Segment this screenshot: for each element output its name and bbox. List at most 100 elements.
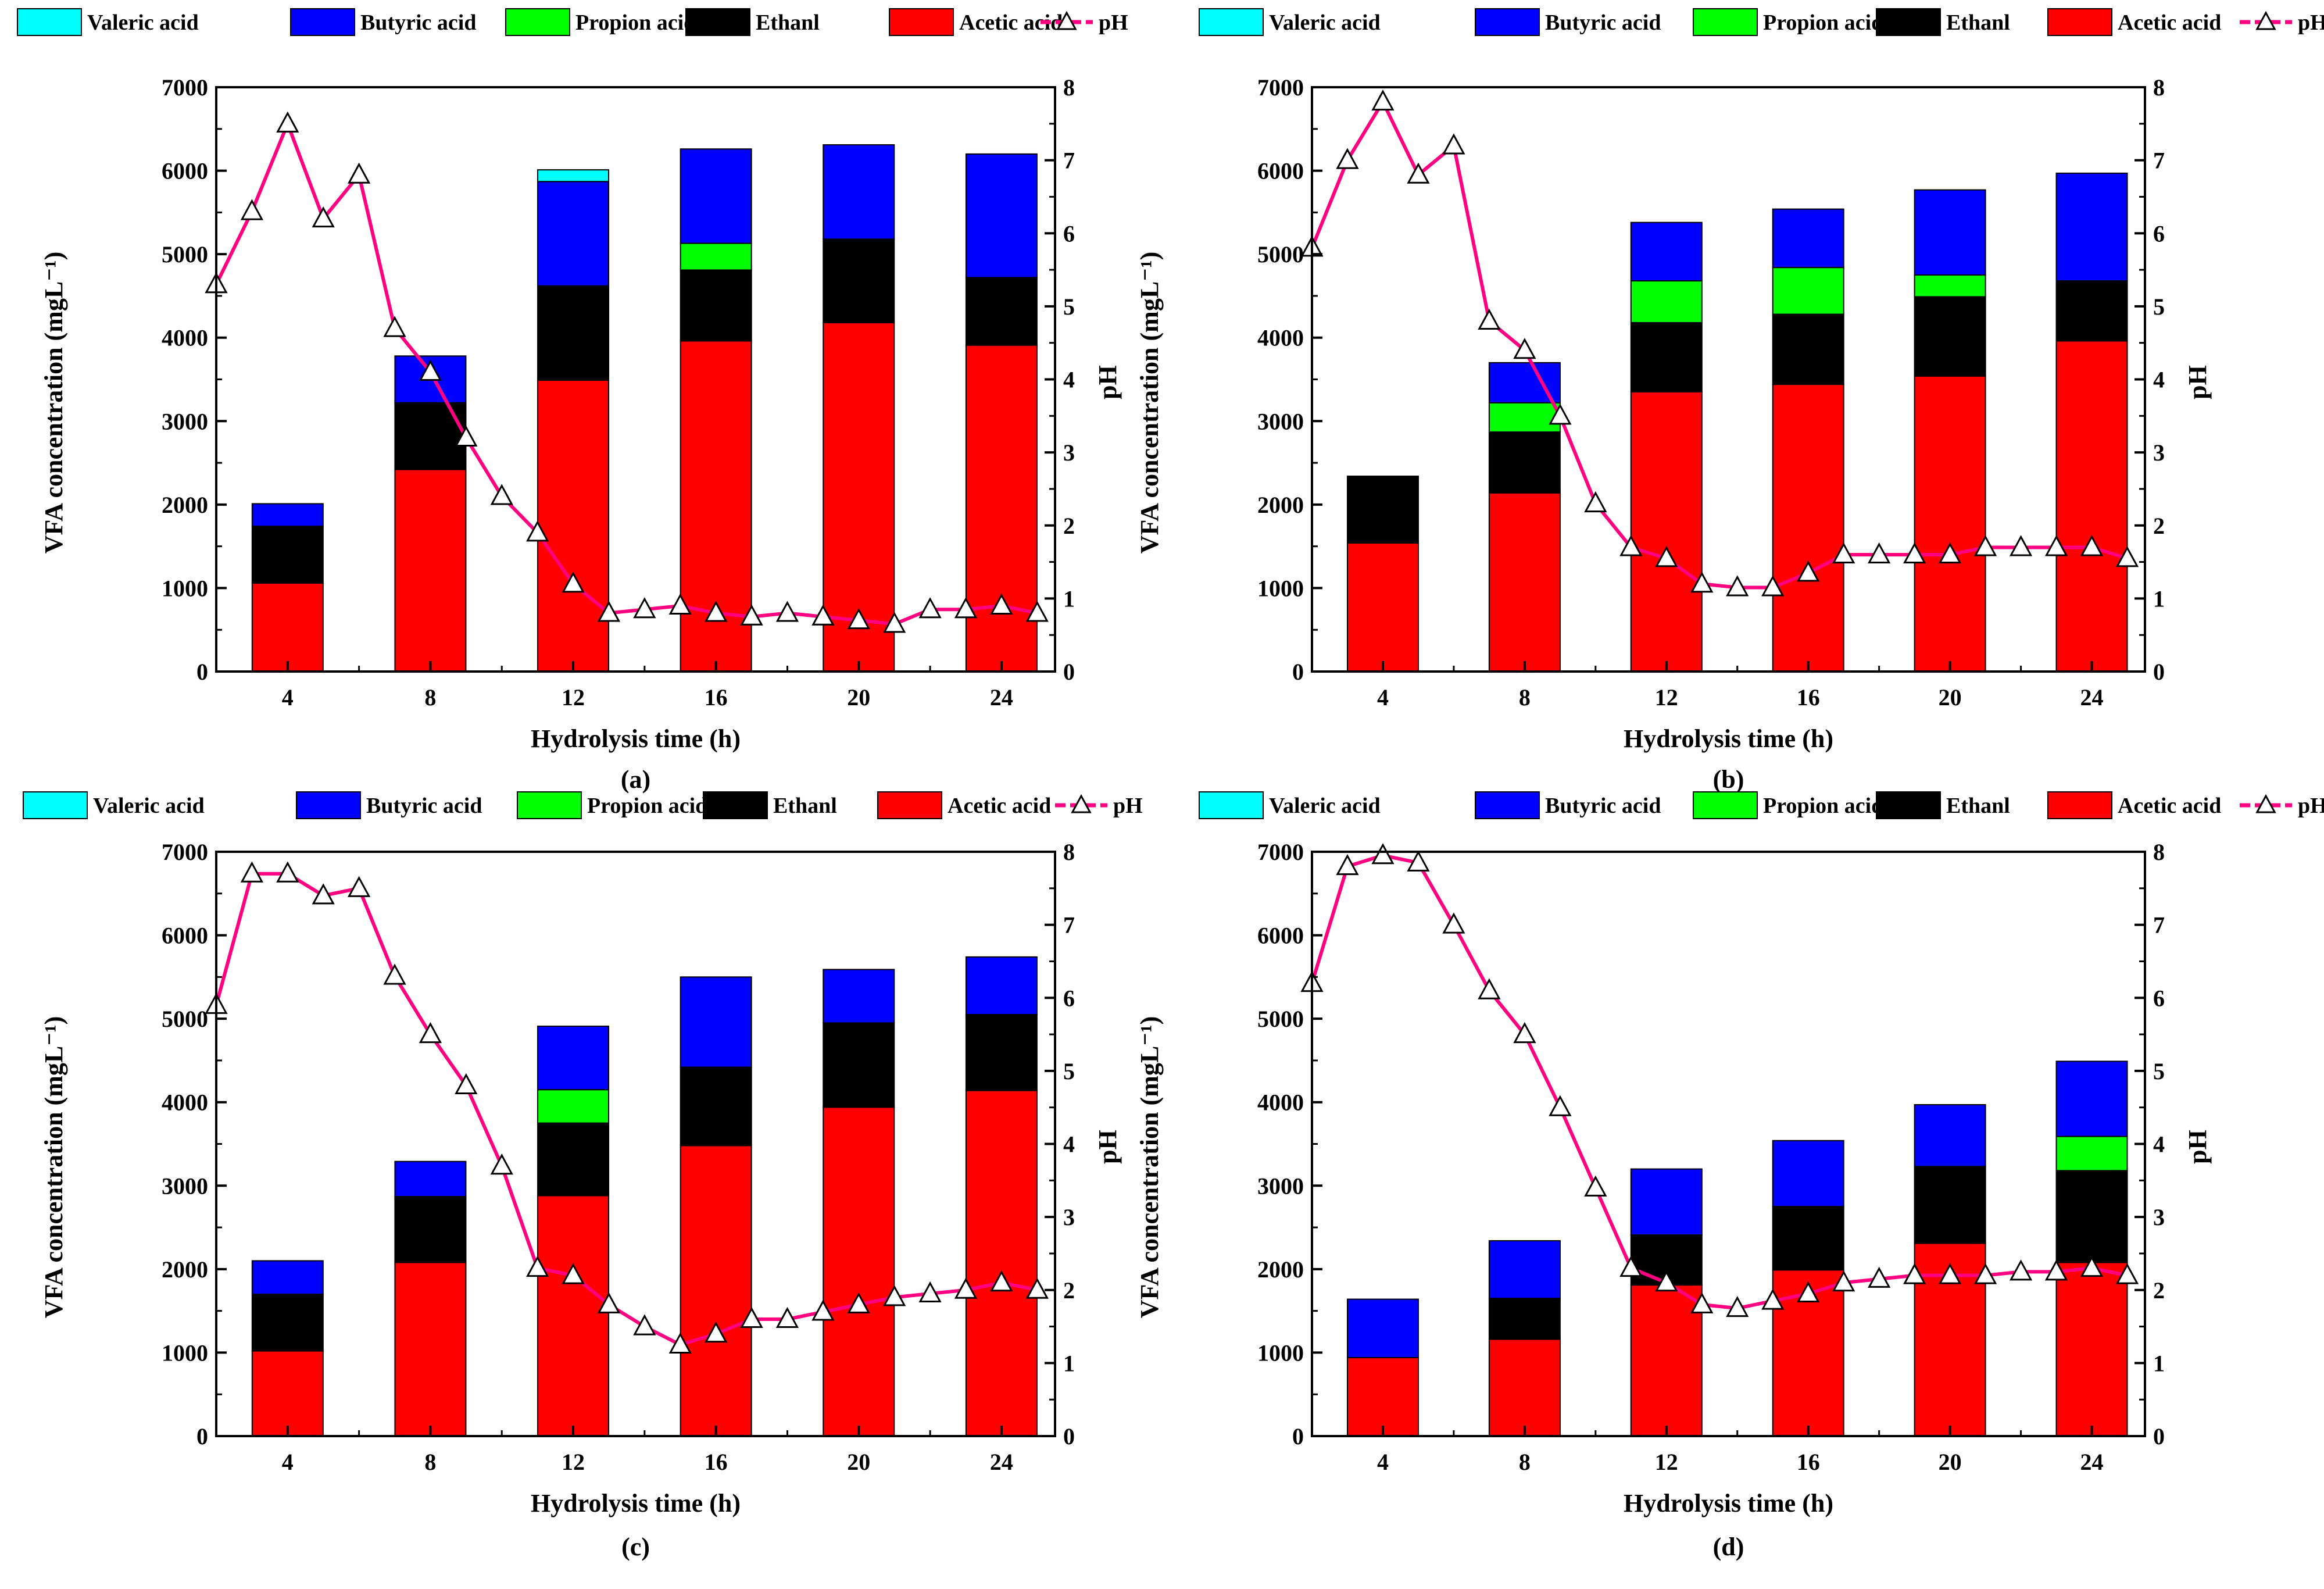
y2-tick-label: 8 bbox=[1063, 74, 1075, 101]
y2-tick-label: 8 bbox=[1063, 839, 1075, 865]
bar-acetic-acid-24h bbox=[965, 1090, 1038, 1437]
ph-point-5h bbox=[1407, 162, 1430, 184]
ph-point-11h bbox=[1619, 1255, 1643, 1277]
legend-label-ph: pH bbox=[1099, 10, 1128, 35]
x-tick-label: 12 bbox=[1655, 684, 1678, 710]
plot-frame bbox=[1311, 86, 2146, 673]
ph-point-21h bbox=[1973, 535, 1997, 556]
x-tick-label: 20 bbox=[847, 1449, 870, 1475]
y2-tick-label: 3 bbox=[2153, 440, 2165, 466]
ph-point-22h bbox=[2009, 1259, 2033, 1281]
plot-frame bbox=[215, 851, 1056, 1437]
legend-swatch-ethanl bbox=[1876, 791, 1941, 819]
bar-ethanl-24h bbox=[965, 1013, 1038, 1091]
y-tick-label: 6000 bbox=[1257, 158, 1304, 184]
chart-panel-a: Valeric acid Butyric acid Propion acid Etha… bbox=[17, 8, 1128, 794]
y2-tick-label: 5 bbox=[1063, 294, 1075, 320]
y2-tick-label: 6 bbox=[2153, 985, 2165, 1011]
ph-point-4h bbox=[1371, 89, 1395, 111]
y2-tick-label: 2 bbox=[1063, 513, 1075, 539]
legend-swatch-propion-acid bbox=[505, 8, 570, 36]
ph-point-18h bbox=[1868, 1266, 1891, 1288]
bar-propion-acid-24h bbox=[2055, 1135, 2128, 1172]
legend-label-butyric-acid: Butyric acid bbox=[1545, 794, 1661, 818]
bar-acetic-acid-16h bbox=[680, 340, 752, 672]
ph-point-14h bbox=[633, 597, 656, 619]
ph-series-line bbox=[214, 122, 1038, 626]
ph-point-24h bbox=[990, 593, 1013, 615]
bar-butyric-acid-24h bbox=[965, 153, 1038, 278]
legend-label-acetic-acid: Acetic acid bbox=[2118, 794, 2221, 818]
legend-label-valeric-acid: Valeric acid bbox=[93, 794, 205, 818]
ph-point-4h bbox=[276, 111, 299, 133]
y-tick-label: 0 bbox=[196, 659, 208, 685]
legend-swatch-acetic-acid bbox=[2047, 8, 2112, 36]
y-tick-label: 6000 bbox=[162, 158, 208, 184]
ph-point-25h bbox=[1025, 1277, 1049, 1299]
bar-butyric-acid-16h bbox=[680, 148, 752, 244]
ph-point-13h bbox=[1690, 1292, 1714, 1313]
bar-butyric-acid-20h bbox=[823, 144, 895, 240]
bar-ethanl-20h bbox=[823, 1022, 895, 1108]
y2-tick-label: 3 bbox=[1063, 440, 1075, 466]
ph-point-11h bbox=[526, 1255, 549, 1277]
y-tick-label: 7000 bbox=[1257, 74, 1304, 101]
x-tick-label: 24 bbox=[2080, 1449, 2104, 1475]
y2-tick-label: 3 bbox=[2153, 1204, 2165, 1230]
y-tick-label: 2000 bbox=[1257, 492, 1304, 518]
x-tick-label: 8 bbox=[424, 1449, 436, 1475]
ph-series-line bbox=[1310, 100, 2128, 590]
ph-point-24h bbox=[2080, 535, 2104, 556]
ph-point-19h bbox=[811, 1299, 835, 1321]
legend-swatch-ethanl bbox=[685, 8, 750, 36]
x-tick-label: 16 bbox=[705, 684, 728, 710]
ph-point-3h bbox=[1336, 854, 1359, 876]
ph-point-12h bbox=[1655, 546, 1678, 567]
ph-point-8h bbox=[419, 1022, 442, 1044]
legend-swatch-valeric-acid bbox=[23, 791, 88, 819]
legend-label-valeric-acid: Valeric acid bbox=[1269, 10, 1381, 35]
y2-axis-title: pH bbox=[2183, 1130, 2212, 1164]
y-tick-label: 5000 bbox=[162, 1006, 208, 1032]
bar-propion-acid-20h bbox=[1914, 274, 1986, 298]
bar-acetic-acid-24h bbox=[2055, 1262, 2128, 1437]
y-tick-label: 4000 bbox=[1257, 1090, 1304, 1116]
ph-point-10h bbox=[1584, 1175, 1607, 1197]
legend-label-ethanl: Ethanl bbox=[1946, 10, 2010, 35]
ph-point-5h bbox=[312, 206, 335, 228]
y-tick-label: 7000 bbox=[1257, 839, 1304, 865]
y-tick-label: 5000 bbox=[1257, 1006, 1304, 1032]
bar-acetic-acid-8h bbox=[394, 1262, 467, 1437]
ph-point-14h bbox=[1726, 1296, 1749, 1317]
x-tick-label: 16 bbox=[1797, 684, 1820, 710]
legend-label-valeric-acid: Valeric acid bbox=[87, 10, 199, 35]
y2-tick-label: 2 bbox=[2153, 1277, 2165, 1304]
ph-point-18h bbox=[775, 601, 799, 622]
chart-panel-b: Valeric acid Butyric acid Propion acid Etha… bbox=[1135, 8, 2324, 794]
legend-label-acetic-acid: Acetic acid bbox=[2118, 10, 2221, 35]
ph-point-4h bbox=[276, 861, 299, 883]
ph-point-9h bbox=[455, 425, 478, 447]
ph-point-25h bbox=[2115, 546, 2139, 567]
ph-point-22h bbox=[918, 597, 942, 619]
ph-point-15h bbox=[668, 1332, 692, 1354]
y2-tick-label: 4 bbox=[1063, 367, 1075, 393]
bar-butyric-acid-4h bbox=[1346, 1298, 1419, 1359]
legend-swatch-butyric-acid bbox=[296, 791, 361, 819]
ph-point-17h bbox=[740, 1306, 763, 1328]
bar-ethanl-24h bbox=[2055, 1170, 2128, 1263]
y-tick-label: 1000 bbox=[1257, 575, 1304, 601]
bar-ethanl-12h bbox=[537, 285, 610, 381]
bar-ethanl-12h bbox=[1630, 322, 1703, 393]
ph-point-8h bbox=[1513, 338, 1536, 359]
ph-point-20h bbox=[847, 1292, 870, 1313]
y-tick-label: 3000 bbox=[162, 1173, 208, 1199]
x-tick-label: 16 bbox=[1797, 1449, 1820, 1475]
bar-butyric-acid-12h bbox=[537, 181, 610, 287]
ph-point-12h bbox=[562, 1263, 585, 1284]
ph-point-4h bbox=[1371, 843, 1395, 865]
ph-point-13h bbox=[597, 1292, 621, 1313]
y-axis-title: VFA concentration (mgL⁻¹) bbox=[40, 1016, 68, 1319]
